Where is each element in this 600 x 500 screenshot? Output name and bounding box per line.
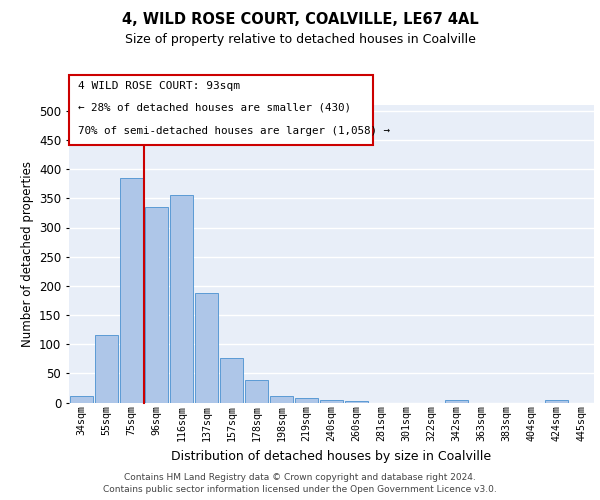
- Bar: [545, 400, 568, 402]
- Bar: [145, 207, 168, 402]
- Text: Contains public sector information licensed under the Open Government Licence v3: Contains public sector information licen…: [103, 485, 497, 494]
- Bar: [220, 358, 243, 403]
- Bar: [295, 398, 318, 402]
- Y-axis label: Number of detached properties: Number of detached properties: [20, 161, 34, 347]
- Bar: [170, 196, 193, 402]
- Bar: [245, 380, 268, 402]
- Text: 70% of semi-detached houses are larger (1,058) →: 70% of semi-detached houses are larger (…: [78, 126, 390, 136]
- Bar: [195, 294, 218, 403]
- Bar: [120, 178, 143, 402]
- Text: 4, WILD ROSE COURT, COALVILLE, LE67 4AL: 4, WILD ROSE COURT, COALVILLE, LE67 4AL: [122, 12, 478, 28]
- Bar: [445, 400, 468, 402]
- Bar: [345, 401, 368, 402]
- Text: Size of property relative to detached houses in Coalville: Size of property relative to detached ho…: [125, 32, 475, 46]
- Text: 4 WILD ROSE COURT: 93sqm: 4 WILD ROSE COURT: 93sqm: [78, 81, 240, 91]
- Bar: [70, 396, 93, 402]
- Text: Contains HM Land Registry data © Crown copyright and database right 2024.: Contains HM Land Registry data © Crown c…: [124, 472, 476, 482]
- Text: ← 28% of detached houses are smaller (430): ← 28% of detached houses are smaller (43…: [78, 103, 351, 113]
- Bar: [320, 400, 343, 402]
- Bar: [95, 336, 118, 402]
- Bar: [270, 396, 293, 402]
- X-axis label: Distribution of detached houses by size in Coalville: Distribution of detached houses by size …: [172, 450, 491, 462]
